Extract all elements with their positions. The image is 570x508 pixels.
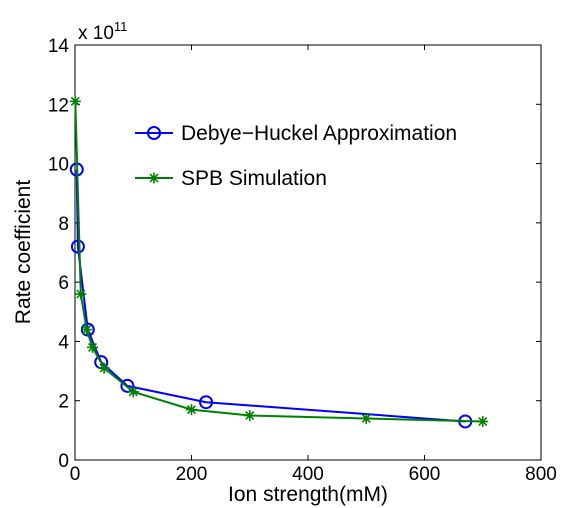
legend-star-shape (148, 172, 160, 184)
series-2-point (75, 288, 87, 300)
series-2-point (69, 95, 81, 107)
y-axis-label: Rate coefficient (12, 180, 35, 325)
legend: Debye−Huckel Approximation SPB Simulatio… (135, 122, 457, 190)
series-2-point (360, 413, 372, 424)
x-tick-label: 600 (409, 464, 441, 485)
y-tick-label: 10 (48, 155, 69, 176)
plot-area (74, 44, 542, 461)
series-1-point (120, 378, 135, 393)
legend-label-series-1: Debye−Huckel Approximation (181, 122, 457, 145)
x-tick-label: 800 (525, 464, 557, 485)
series-1-point (199, 395, 214, 410)
axis-ticks: 0 200 400 600 800 0 2 4 6 8 10 12 14 (48, 36, 557, 485)
y-tick-label: 12 (48, 95, 69, 116)
y-tick-label: 6 (58, 273, 69, 294)
legend-marker-series-1 (147, 126, 161, 140)
legend-marker-series-2 (148, 172, 160, 184)
series-2-point (127, 386, 139, 398)
y-tick-label: 2 (58, 392, 69, 413)
y-tick-label: 0 (58, 451, 69, 472)
y-tick-label: 8 (58, 214, 69, 235)
series-2-point (86, 341, 98, 353)
series-2-point (98, 362, 110, 374)
y-tick-label: 14 (48, 36, 70, 57)
y-tick-label: 4 (58, 332, 69, 353)
x-tick-label: 0 (70, 464, 81, 485)
series-2-point (81, 324, 93, 336)
x-tick-label: 200 (176, 464, 208, 485)
series-layer (69, 95, 489, 429)
series-2-line (74, 101, 483, 423)
y-multiplier-exponent: 11 (114, 19, 128, 34)
x-tick-label: 400 (292, 464, 324, 485)
series-2-point (186, 404, 197, 416)
series-1-point (70, 239, 85, 254)
legend-label-series-2: SPB Simulation (181, 167, 327, 190)
series-2-point (244, 410, 256, 422)
y-multiplier-label: x 1011 (78, 19, 127, 44)
x-axis-label: Ion strength(mM) (228, 483, 388, 506)
series-2-point (477, 415, 489, 427)
